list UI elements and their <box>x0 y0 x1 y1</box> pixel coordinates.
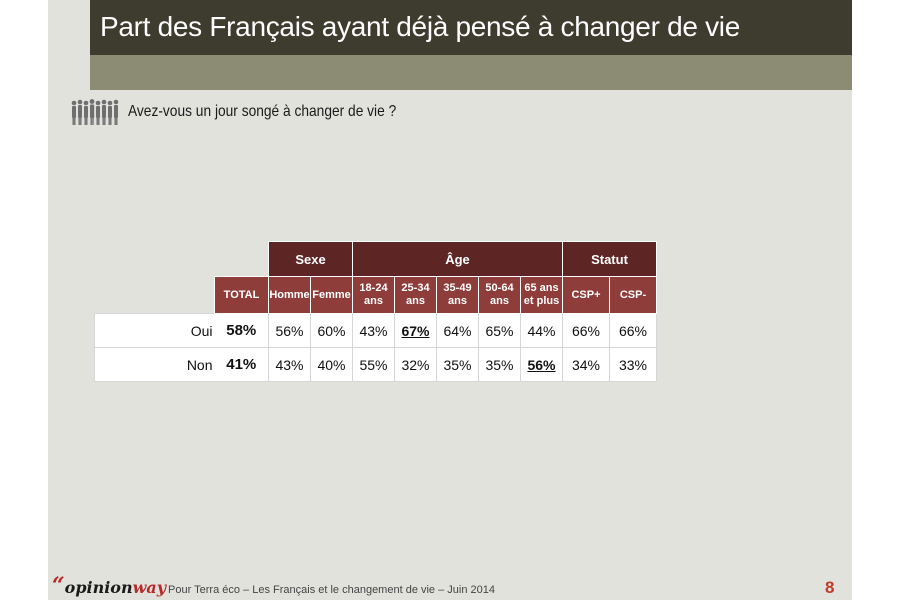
table-cell: 65% <box>478 313 521 348</box>
empty-cell <box>95 277 215 314</box>
column-header-row: TOTAL Homme Femme 18-24 ans 25-34 ans 35-4… <box>95 276 657 314</box>
group-header-sexe: Sexe <box>268 241 353 277</box>
question-row: Avez-vous un jour songé à changer de vie… <box>70 98 440 126</box>
title-bar <box>90 0 852 55</box>
page-title: Part des Français ayant déjà pensé à cha… <box>100 11 740 42</box>
opinionway-logo: “opinionway <box>52 573 167 599</box>
group-header-statut: Statut <box>562 241 657 277</box>
table-cell: 55% <box>352 347 395 382</box>
column-header-18-24: 18-24 ans <box>352 276 395 314</box>
table-cell: 66% <box>562 313 610 348</box>
table-cell: 35% <box>478 347 521 382</box>
table-row-oui: Oui 58% 56% 60% 43% 67% 64% 65% 44% 66% … <box>94 313 657 348</box>
column-header-csp-plus: CSP+ <box>562 276 610 314</box>
table-cell: 66% <box>609 313 657 348</box>
table-cell: 44% <box>520 313 563 348</box>
column-header-csp-minus: CSP- <box>609 276 657 314</box>
footer-text: Pour Terra éco – Les Français et le chan… <box>168 584 495 596</box>
row-label: Oui <box>94 313 215 348</box>
table-cell: 60% <box>310 313 353 348</box>
table-cell: 40% <box>310 347 353 382</box>
column-header-35-49: 35-49 ans <box>436 276 479 314</box>
table-row-non: Non 41% 43% 40% 55% 32% 35% 35% 56% 34% … <box>94 347 657 382</box>
column-header-homme: Homme <box>268 276 311 314</box>
row-label: Non <box>94 347 215 382</box>
question-text: Avez-vous un jour songé à changer de vie… <box>128 103 397 120</box>
table-cell: 56% <box>268 313 311 348</box>
empty-cell <box>95 242 215 277</box>
column-header-total: TOTAL <box>214 276 269 314</box>
results-table: Sexe Âge Statut TOTAL Homme Femme 18-24 a… <box>94 241 657 382</box>
group-header-age: Âge <box>352 241 563 277</box>
table-cell: 64% <box>436 313 479 348</box>
highlight-cell: 67% <box>394 313 437 348</box>
column-header-50-64: 50-64 ans <box>478 276 521 314</box>
table-cell: 33% <box>609 347 657 382</box>
column-header-65-plus: 65 ans et plus <box>520 276 563 314</box>
table-cell: 32% <box>394 347 437 382</box>
column-header-25-34: 25-34 ans <box>394 276 437 314</box>
highlight-cell: 56% <box>520 347 563 382</box>
total-value: 58% <box>214 313 269 348</box>
group-header-row: Sexe Âge Statut <box>95 241 657 277</box>
total-value: 41% <box>214 347 269 382</box>
footer: “opinionway Pour Terra éco – Les Françai… <box>52 573 495 599</box>
page-number: 8 <box>825 578 835 597</box>
table-cell: 43% <box>352 313 395 348</box>
table-cell: 43% <box>268 347 311 382</box>
empty-cell <box>215 242 269 277</box>
column-header-femme: Femme <box>310 276 353 314</box>
people-group-icon <box>71 99 119 125</box>
table-cell: 34% <box>562 347 610 382</box>
table-cell: 35% <box>436 347 479 382</box>
